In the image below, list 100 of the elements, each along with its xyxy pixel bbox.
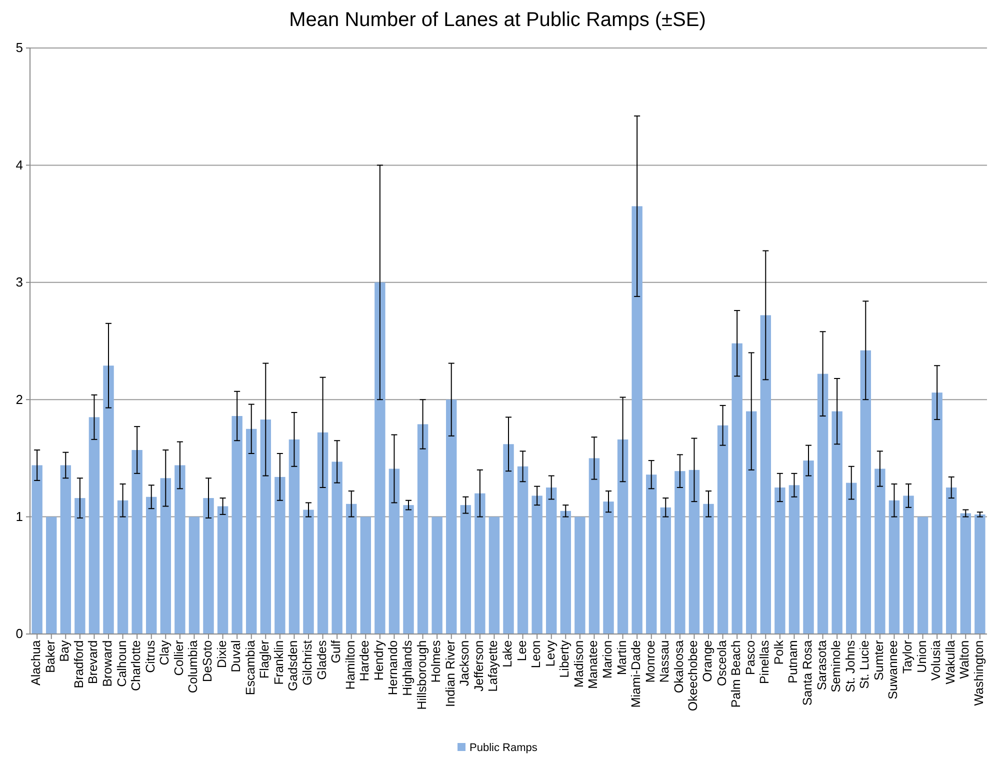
y-tick-label: 2: [16, 392, 23, 407]
x-tick-label: Sarasota: [814, 640, 829, 690]
y-tick-label: 4: [16, 157, 23, 172]
bar: [46, 516, 57, 634]
x-tick-label: Citrus: [143, 640, 158, 673]
x-tick-label: Seminole: [829, 640, 844, 692]
bar: [60, 465, 71, 634]
x-tick-label: Nassau: [658, 640, 672, 683]
bar: [246, 428, 257, 634]
x-tick-label: Hamilton: [343, 640, 358, 690]
bar: [946, 488, 957, 634]
x-tick-label: Gulf: [329, 640, 344, 664]
x-tick-label: Marion: [600, 640, 614, 678]
x-tick-label: Liberty: [558, 640, 572, 678]
x-tick-label: Bradford: [72, 640, 86, 688]
x-tick-label: Washington: [972, 640, 986, 706]
x-tick-label: Volusia: [929, 640, 944, 681]
y-tick-label: 3: [16, 274, 23, 290]
x-tick-label: Union: [914, 640, 929, 673]
bar: [617, 439, 628, 634]
x-tick-label: Holmes: [429, 640, 444, 683]
x-tick-label: Jackson: [458, 640, 472, 686]
bar: [446, 400, 457, 634]
bar: [88, 417, 100, 634]
legend-label: Public Ramps: [470, 742, 538, 754]
bar: [417, 424, 428, 634]
x-tick-label: Charlotte: [129, 640, 144, 691]
bar: [803, 460, 814, 634]
bar: [374, 282, 386, 634]
bar: [832, 411, 842, 634]
bar: [546, 488, 557, 634]
bar: [517, 466, 528, 634]
bar: [217, 506, 228, 634]
bar: [646, 474, 657, 634]
x-tick-label: Collier: [172, 640, 186, 676]
bar: [888, 500, 900, 634]
bar: [903, 496, 914, 634]
bar: [103, 366, 114, 634]
bar: [303, 510, 314, 634]
x-tick-label: Monroe: [643, 640, 658, 683]
bar: [760, 315, 771, 634]
bar: [932, 392, 942, 634]
x-tick-label: Columbia: [186, 640, 200, 694]
bar: [560, 510, 571, 634]
bar: [203, 498, 214, 634]
bar: [503, 444, 514, 634]
x-tick-label: Lee: [514, 640, 529, 662]
bar: [274, 476, 286, 634]
x-tick-label: Suwannee: [886, 640, 900, 700]
x-tick-label: Bay: [58, 640, 72, 662]
x-tick-label: Santa Rosa: [800, 640, 814, 706]
x-tick-label: Hardee: [358, 640, 372, 682]
bar: [732, 343, 742, 634]
x-tick-label: Hendry: [372, 640, 386, 681]
bar: [174, 465, 186, 634]
x-tick-label: Pinellas: [758, 640, 772, 684]
x-tick-label: Broward: [100, 640, 114, 687]
x-tick-label: Madison: [572, 640, 586, 688]
x-tick-label: DeSoto: [200, 640, 214, 682]
x-tick-label: Taylor: [900, 640, 914, 674]
x-tick-label: Wakulla: [943, 640, 958, 684]
bar: [74, 498, 86, 634]
bar: [660, 507, 671, 634]
x-tick-label: Lake: [500, 640, 514, 668]
x-tick-label: St. Johns: [843, 640, 858, 692]
x-tick-label: Hernando: [386, 640, 400, 696]
bar: [674, 471, 686, 634]
bar: [588, 458, 600, 634]
x-tick-label: Martin: [614, 640, 629, 675]
x-tick-label: Highlands: [400, 640, 414, 696]
x-tick-label: Putnam: [786, 640, 800, 684]
x-tick-label: Pasco: [743, 640, 758, 675]
x-tick-label: Hillsborough: [414, 640, 429, 710]
bar: [688, 470, 700, 634]
x-tick-label: Calhoun: [114, 640, 129, 687]
x-tick-label: Okeechobee: [686, 640, 700, 712]
y-tick-label: 1: [16, 508, 23, 524]
bar: [117, 500, 128, 634]
x-tick-label: Lafayette: [486, 640, 500, 692]
bar: [917, 516, 928, 634]
bar: [846, 482, 857, 634]
bar: [332, 462, 342, 634]
bar: [746, 411, 757, 634]
bar: [360, 516, 371, 634]
x-tick-label: Flagler: [258, 640, 272, 678]
bar: [788, 485, 800, 634]
x-tick-label: Orange: [700, 640, 714, 682]
x-tick-label: Brevard: [86, 640, 100, 684]
x-tick-label: Miami-Dade: [629, 640, 644, 708]
bar: [960, 513, 971, 634]
bar: [317, 432, 328, 634]
x-tick-label: Glades: [314, 640, 329, 680]
x-tick-label: Polk: [772, 640, 786, 665]
bar: [603, 502, 614, 634]
bar: [703, 504, 714, 634]
bar: [460, 505, 471, 634]
x-tick-label: Walton: [958, 640, 972, 679]
bar: [232, 416, 242, 634]
bar: [974, 514, 986, 634]
bar: [260, 420, 271, 634]
